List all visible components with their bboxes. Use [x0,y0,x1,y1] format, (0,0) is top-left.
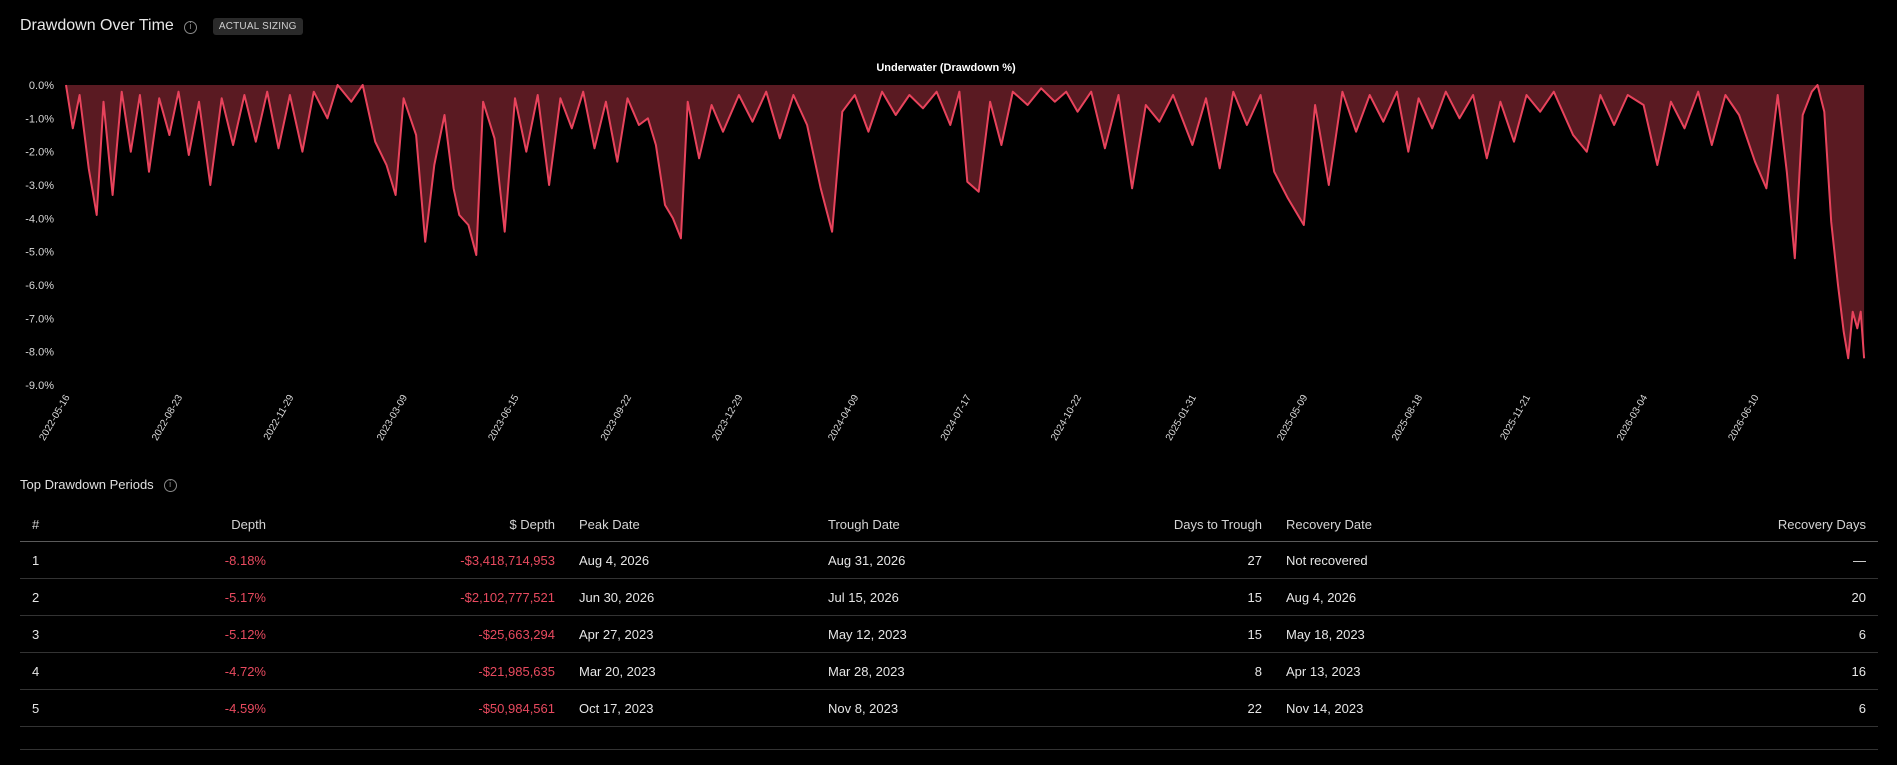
cell-trough-date: Jul 15, 2026 [816,578,1025,616]
x-tick-label: 2024-04-09 [826,393,861,443]
cell-peak-date: Mar 20, 2023 [567,652,816,690]
cell-peak-date: Jun 30, 2026 [567,578,816,616]
cell-trough-date: Aug 31, 2026 [816,541,1025,579]
info-icon[interactable]: i [183,20,197,34]
table-row[interactable]: 1 -8.18% -$3,418,714,953 Aug 4, 2026 Aug 31,… [20,541,1878,579]
cell-rank: 5 [20,689,89,727]
y-tick-label: -3.0% [25,180,54,192]
x-tick-label: 2026-03-04 [1615,393,1650,443]
cell-days-to-trough: 22 [1025,689,1274,727]
cell-trough-date: Nov 8, 2023 [816,689,1025,727]
cell-recovery-date: Nov 14, 2023 [1274,689,1518,727]
cell-depth: -4.59% [89,689,278,727]
col-header-recovery-date[interactable]: Recovery Date [1274,508,1518,542]
y-tick-label: -2.0% [25,147,54,159]
cell-depth: -8.18% [89,541,278,579]
x-tick-label: 2025-01-31 [1164,393,1199,443]
cell-recovery-date: May 18, 2023 [1274,615,1518,653]
cell-depth: -5.17% [89,578,278,616]
x-tick-label: 2023-12-29 [710,393,745,443]
cell-dollar-depth: -$50,984,561 [278,689,567,727]
col-header-dollar-depth[interactable]: $ Depth [278,508,567,542]
x-tick-label: 2023-09-22 [599,393,634,443]
cell-trough-date: May 12, 2023 [816,615,1025,653]
cell-peak-date: Aug 4, 2026 [567,541,816,579]
cell-days-to-trough: 15 [1025,615,1274,653]
cell-recovery-days: 20 [1518,578,1878,616]
col-header-trough-date[interactable]: Trough Date [816,508,1025,542]
cell-dollar-depth: -$25,663,294 [278,615,567,653]
cell-rank: 2 [20,578,89,616]
x-tick-label: 2025-08-18 [1390,393,1425,443]
drawdown-chart: Underwater (Drawdown %) 0.0% -1.0% -2.0% -3.… [25,62,1866,443]
col-header-days-to-trough[interactable]: Days to Trough [1025,508,1274,542]
y-tick-label: -1.0% [25,113,54,125]
cell-rank: 4 [20,652,89,690]
y-tick-label: -9.0% [25,380,54,392]
cell-days-to-trough: 27 [1025,541,1274,579]
cell-rank: 1 [20,541,89,579]
cell-days-to-trough: 15 [1025,578,1274,616]
cell-recovery-days: 6 [1518,615,1878,653]
cell-recovery-days: 6 [1518,689,1878,727]
drawdown-area [66,85,1865,359]
table-header-row: # Depth $ Depth Peak Date Trough Date Da… [20,508,1878,542]
y-tick-label: -8.0% [25,347,54,359]
col-header-recovery-days[interactable]: Recovery Days [1518,508,1878,542]
cell-recovery-date: Aug 4, 2026 [1274,578,1518,616]
drawdown-line [65,84,1866,360]
page-title: Drawdown Over Time [20,17,174,34]
table-row[interactable]: 3 -5.12% -$25,663,294 Apr 27, 2023 May 12, 2… [20,615,1878,653]
y-tick-label: -7.0% [25,313,54,325]
x-tick-label: 2022-11-29 [262,393,297,443]
cell-recovery-days: 16 [1518,652,1878,690]
cell-days-to-trough: 8 [1025,652,1274,690]
table-row[interactable]: 4 -4.72% -$21,985,635 Mar 20, 2023 Mar 28, 2… [20,652,1878,690]
info-icon[interactable]: i [163,479,177,492]
cell-rank: 3 [20,615,89,653]
cell-trough-date: Mar 28, 2023 [816,652,1025,690]
table-row[interactable]: 2 -5.17% -$2,102,777,521 Jun 30, 2026 Jul 15… [20,578,1878,616]
x-tick-label: 2022-08-23 [150,393,185,443]
cell-peak-date: Apr 27, 2023 [567,615,816,653]
x-tick-label: 2025-11-21 [1498,393,1533,443]
y-tick-label: -4.0% [25,213,54,225]
x-tick-label: 2025-05-09 [1275,393,1310,443]
y-tick-label: -6.0% [25,280,54,292]
cell-dollar-depth: -$21,985,635 [278,652,567,690]
x-tick-label: 2023-03-09 [375,393,410,443]
divider [20,749,1878,750]
actual-sizing-badge[interactable]: ACTUAL SIZING [212,17,303,35]
x-tick-label: 2026-06-10 [1726,393,1761,443]
cell-dollar-depth: -$3,418,714,953 [278,541,567,579]
cell-depth: -5.12% [89,615,278,653]
table-section-header: Top Drawdown Periods i [20,477,177,492]
table-section-title: Top Drawdown Periods [20,477,154,492]
cell-recovery-date: Not recovered [1274,541,1518,579]
cell-dollar-depth: -$2,102,777,521 [278,578,567,616]
chart-title: Underwater (Drawdown %) [876,62,1016,74]
col-header-rank[interactable]: # [20,508,89,542]
y-tick-label: 0.0% [29,80,54,92]
table-row[interactable]: 5 -4.59% -$50,984,561 Oct 17, 2023 Nov 8, 20… [20,689,1878,727]
drawdown-periods-table: # Depth $ Depth Peak Date Trough Date Da… [20,508,1878,727]
x-tick-label: 2024-07-17 [939,393,974,443]
header: Drawdown Over Time i ACTUAL SIZING [20,17,303,35]
x-tick-label: 2024-10-22 [1049,393,1084,443]
x-tick-label: 2023-06-15 [486,393,521,443]
x-tick-label: 2022-05-16 [37,393,72,443]
cell-peak-date: Oct 17, 2023 [567,689,816,727]
cell-depth: -4.72% [89,652,278,690]
cell-recovery-date: Apr 13, 2023 [1274,652,1518,690]
col-header-peak-date[interactable]: Peak Date [567,508,816,542]
col-header-depth[interactable]: Depth [89,508,278,542]
cell-recovery-days: — [1518,541,1878,579]
y-tick-label: -5.0% [25,247,54,259]
